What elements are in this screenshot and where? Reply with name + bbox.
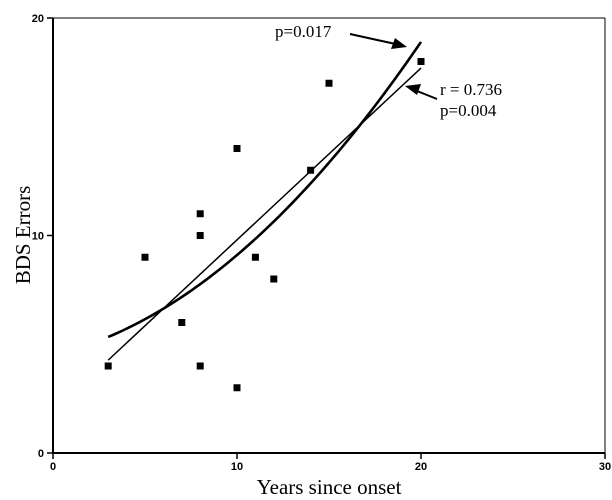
- annotation-linear-fit: r = 0.736 p=0.004: [405, 80, 502, 120]
- data-points: [104, 58, 425, 392]
- data-point: [196, 362, 204, 370]
- linear-fit-r-label: r = 0.736: [440, 80, 502, 99]
- x-tick-label: 10: [231, 461, 243, 473]
- quadratic-fit-curve: [107, 41, 423, 339]
- y-axis-title: BDS Errors: [11, 186, 35, 285]
- quadratic-fit-label: p=0.017: [275, 22, 332, 41]
- y-tick-label: 20: [32, 13, 44, 25]
- data-point: [307, 166, 315, 174]
- linear-fit-line: [107, 67, 422, 361]
- data-point: [233, 384, 241, 392]
- x-axis-ticks: 0 10 20 30: [50, 453, 611, 473]
- x-tick-label: 30: [599, 461, 611, 473]
- linear-fit-p-label: p=0.004: [440, 101, 497, 120]
- data-point: [325, 79, 333, 87]
- data-point: [270, 275, 278, 283]
- linear-fit-arrowhead: [405, 84, 421, 95]
- annotation-quadratic-fit: p=0.017: [275, 22, 407, 49]
- data-point: [233, 145, 241, 152]
- quadratic-fit-arrow-shaft: [349, 33, 401, 46]
- data-point: [196, 210, 204, 218]
- data-point: [417, 58, 425, 65]
- data-point: [104, 362, 112, 370]
- x-tick-label: 20: [415, 461, 427, 473]
- x-axis-title: Years since onset: [257, 475, 402, 499]
- y-tick-label: 10: [32, 231, 44, 243]
- quadratic-fit-arrowhead: [391, 38, 407, 49]
- data-point: [251, 253, 259, 261]
- data-point: [196, 232, 204, 239]
- x-tick-label: 0: [50, 461, 56, 473]
- data-point: [141, 253, 149, 261]
- y-tick-label: 0: [38, 448, 44, 460]
- fit-lines: [107, 41, 423, 361]
- y-axis-ticks: 0 10 20: [32, 13, 53, 460]
- data-point: [178, 319, 186, 326]
- plot-area: [52, 17, 606, 454]
